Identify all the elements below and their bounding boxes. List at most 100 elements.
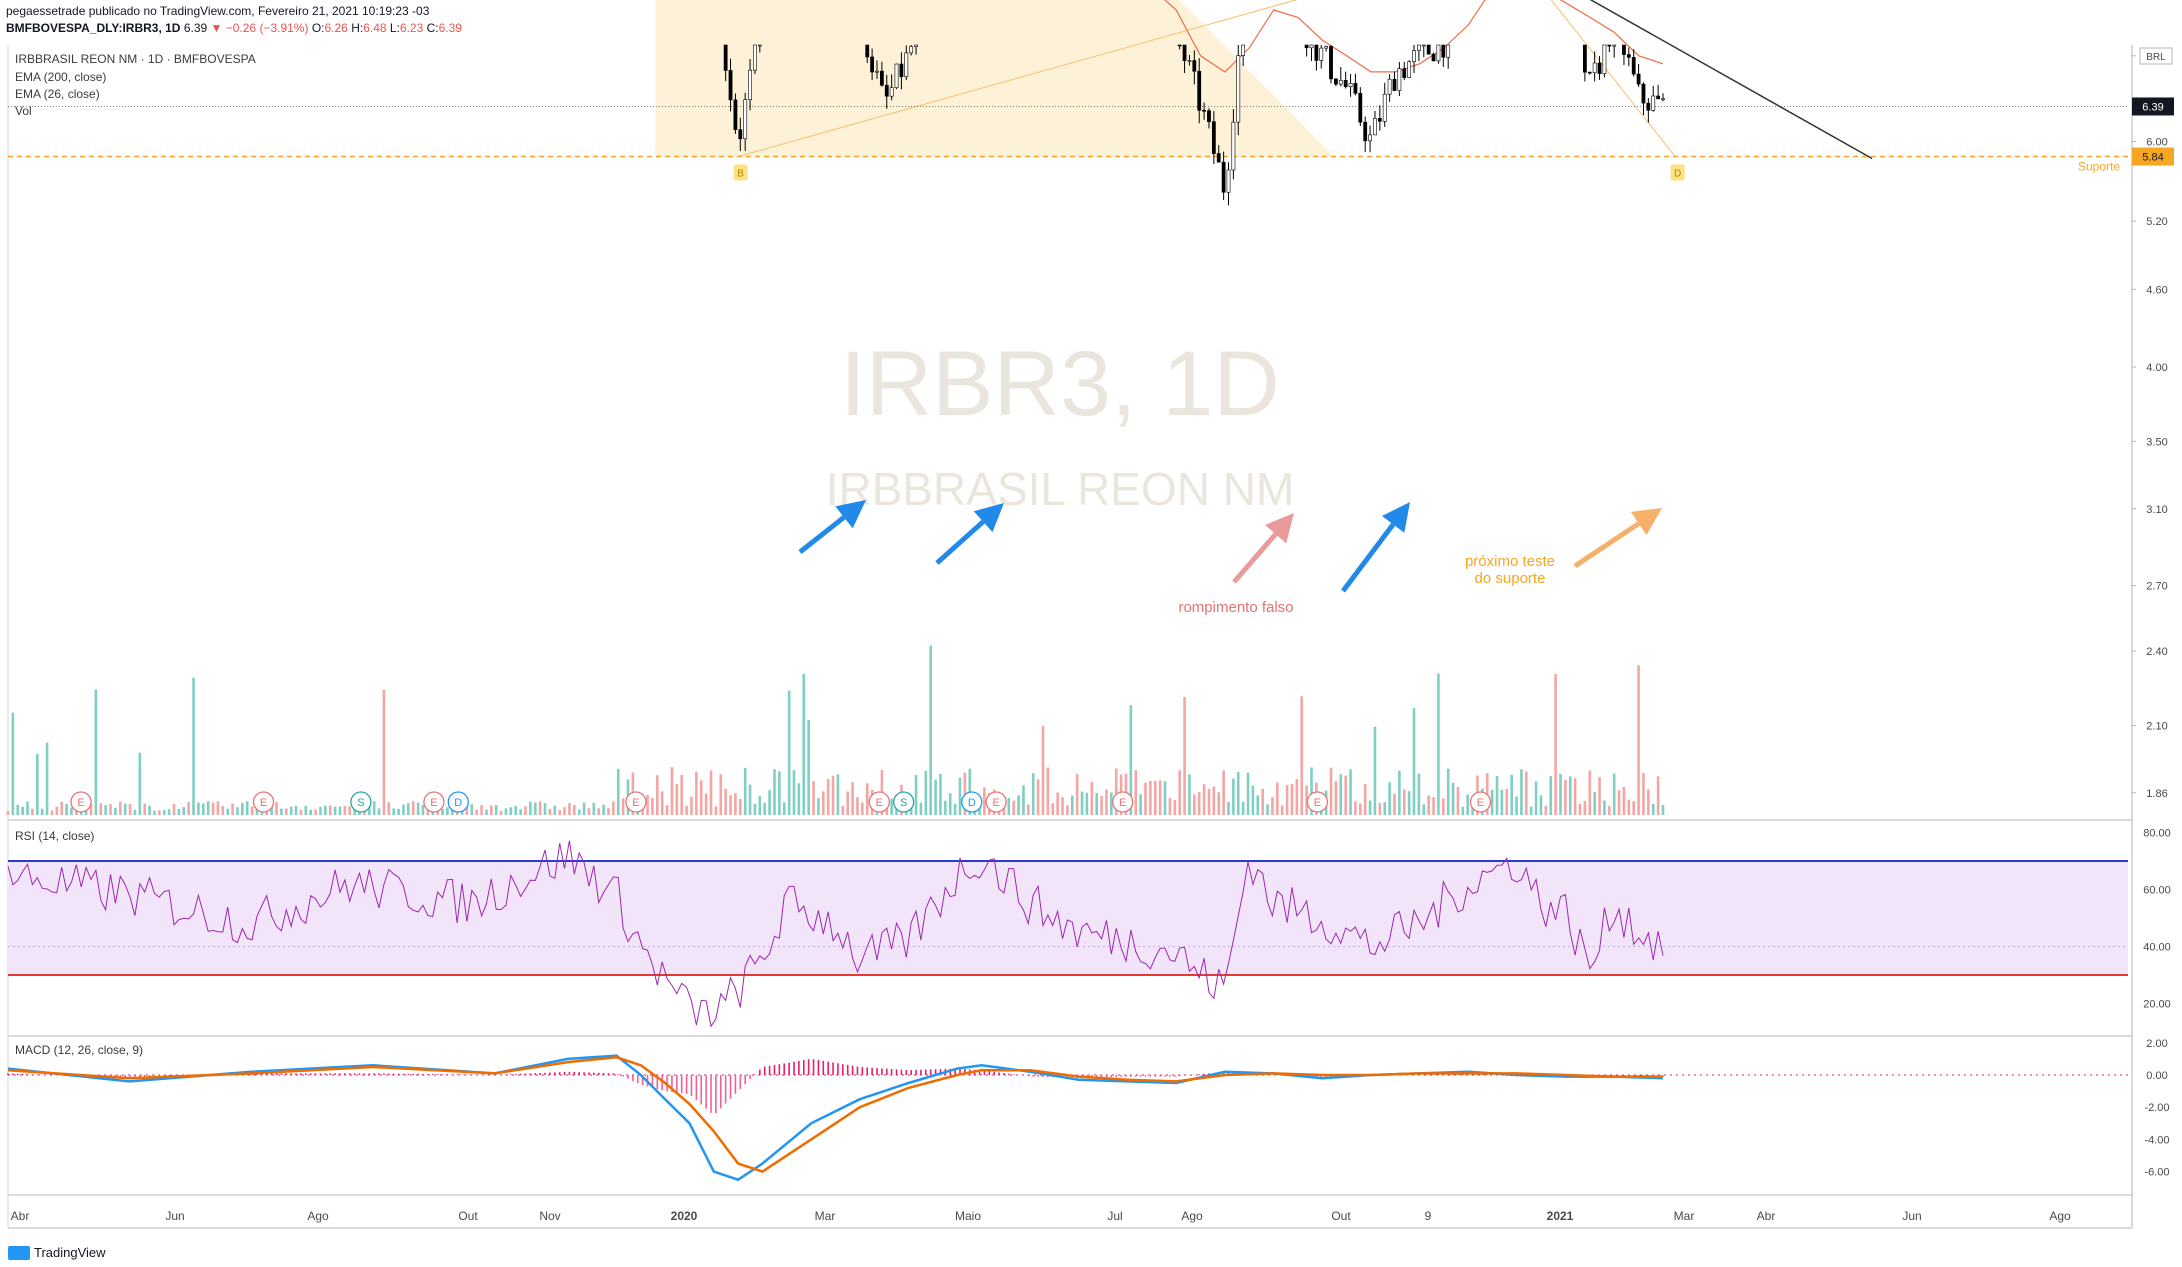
volume-bar — [602, 804, 605, 815]
volume-bar — [201, 803, 205, 815]
volume-bar — [1188, 774, 1191, 815]
legend-volume[interactable]: Vol — [15, 104, 32, 118]
candle-body — [748, 69, 752, 101]
time-tick-label: Mar — [1674, 1209, 1695, 1223]
orange-arrow-icon — [1630, 508, 1662, 536]
price-tick-label: 3.50 — [2146, 436, 2167, 448]
volume-bar — [690, 796, 693, 815]
next-test-label-1: próximo teste — [1465, 553, 1555, 570]
volume-bar — [734, 793, 737, 815]
descending-triangle — [655, 0, 1335, 157]
volume-bar — [1407, 791, 1411, 815]
candle-body — [1329, 46, 1333, 80]
volume-bar — [392, 808, 395, 815]
volume-bar — [592, 802, 596, 815]
publish-info: pegaessetrade publicado no TradingView.c… — [6, 4, 430, 18]
volume-bar — [1002, 806, 1006, 815]
volume-bar — [1490, 789, 1494, 815]
volume-bar — [1080, 791, 1084, 815]
volume-bar — [1603, 800, 1606, 815]
volume-bar — [1310, 767, 1313, 815]
volume-bar — [1456, 786, 1460, 815]
legend-ema200[interactable]: EMA (200, close) — [15, 70, 107, 84]
volume-bar — [782, 802, 786, 815]
volume-bar — [724, 788, 727, 815]
pattern-point-label: D — [1674, 169, 1681, 180]
volume-bar — [231, 803, 234, 815]
volume-bar — [167, 809, 171, 815]
legend-ema26[interactable]: EMA (26, close) — [15, 87, 100, 101]
event-marker-label: E — [77, 797, 84, 809]
volume-bar — [1100, 795, 1103, 815]
volume-bar — [1056, 792, 1059, 815]
volume-bar — [587, 808, 591, 815]
volume-bar — [763, 802, 767, 815]
volume-bar — [836, 774, 840, 815]
volume-bar — [1236, 771, 1240, 815]
volume-bar — [123, 803, 127, 815]
volume-bar — [1222, 770, 1225, 815]
legend-series-name[interactable]: IRBBRASIL REON NM · 1D · BMFBOVESPA — [15, 52, 256, 66]
volume-bar — [1139, 794, 1142, 815]
candle-body — [879, 70, 884, 86]
volume-bar — [753, 803, 757, 815]
volume-bar — [1158, 780, 1162, 815]
candle-body — [1334, 78, 1338, 85]
price-tick-label: 2.70 — [2146, 581, 2167, 593]
candle-body — [1646, 102, 1651, 111]
volume-bar — [573, 805, 576, 815]
volume-bar — [197, 802, 200, 815]
volume-bar — [1588, 770, 1592, 815]
candle-body — [1387, 78, 1392, 95]
volume-bar — [743, 767, 747, 815]
volume-bar — [568, 803, 571, 815]
candle-body — [899, 63, 904, 78]
volume-bar — [114, 807, 117, 815]
candle-body — [1368, 134, 1372, 142]
volume-bar — [533, 802, 537, 815]
volume-bar — [343, 806, 347, 815]
volume-bar — [446, 807, 449, 815]
candle-body — [1441, 44, 1446, 58]
volume-bar — [958, 777, 962, 815]
volume-bar — [1095, 792, 1098, 815]
macd-tick-label: -2.00 — [2144, 1102, 2169, 1114]
macd-panel-label[interactable]: MACD (12, 26, close, 9) — [15, 1043, 144, 1057]
tradingview-logo[interactable]: TradingView — [8, 1245, 106, 1260]
volume-bar — [319, 806, 322, 815]
volume-bar — [851, 782, 854, 815]
volume-bar — [660, 791, 664, 815]
volume-bar — [377, 808, 381, 815]
volume-bar — [1183, 696, 1186, 815]
candle-body — [1309, 44, 1314, 49]
volume-bar — [411, 801, 415, 815]
support-label: Suporte — [2078, 160, 2120, 174]
abcd-line — [738, 0, 1298, 158]
price-tag — [2132, 97, 2174, 116]
volume-bar — [524, 806, 527, 815]
volume-bar — [543, 803, 547, 815]
volume-bar — [309, 809, 312, 815]
volume-bar — [162, 809, 166, 815]
volume-bar — [1500, 789, 1504, 815]
volume-bar — [1661, 804, 1665, 815]
volume-bar — [104, 805, 107, 815]
volume-bar — [465, 804, 469, 815]
volume-bar — [1251, 785, 1255, 815]
volume-bar — [680, 775, 684, 815]
candle-body — [723, 44, 728, 71]
candle-body — [1324, 46, 1329, 49]
candle-body — [1221, 161, 1226, 193]
volume-bar — [480, 805, 483, 815]
rsi-panel-label[interactable]: RSI (14, close) — [15, 829, 95, 843]
volume-bar — [563, 807, 566, 815]
volume-bar — [1134, 770, 1138, 815]
candle-body — [1651, 95, 1656, 111]
volume-bar — [324, 805, 327, 815]
volume-bar — [1007, 797, 1011, 815]
volume-bar — [1573, 778, 1577, 815]
candle-body — [1402, 68, 1407, 78]
candle-body — [738, 129, 743, 140]
volume-bar — [255, 807, 259, 815]
